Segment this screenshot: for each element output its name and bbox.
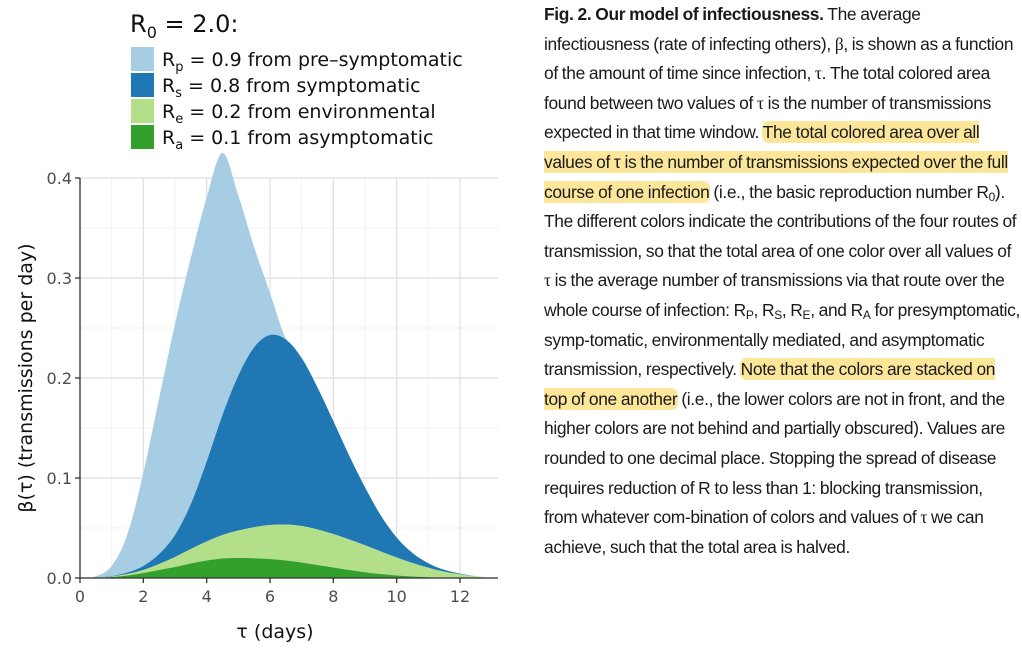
area-series	[80, 334, 492, 578]
caption-text: (i.e., the lower colors are not in front…	[544, 388, 1005, 528]
caption-text: we can achieve, such that the total area…	[544, 507, 984, 557]
y-tick-label: 0.1	[47, 469, 72, 488]
subscript: E	[802, 307, 811, 322]
y-tick-label: 0.0	[47, 569, 72, 588]
caption-text: The average infectiousness (rate of infe…	[544, 4, 921, 54]
caption-text: ). The different colors indicate the con…	[544, 181, 1017, 261]
x-tick-label: 6	[265, 587, 275, 606]
caption-text: , and R	[810, 299, 863, 320]
x-tick-label: 2	[138, 587, 148, 606]
legend-entry-label: Rs = 0.8 from symptomatic	[162, 75, 421, 101]
legend-swatch	[131, 47, 154, 71]
caption-text: , R	[753, 299, 775, 320]
caption-text: , R	[781, 299, 803, 320]
caption-text: . The total colored area found between t…	[544, 63, 991, 113]
caption-text: , is shown as a function of the amount o…	[544, 33, 1014, 84]
subscript: A	[862, 307, 871, 322]
figure-caption: Fig. 2. Our model of infectiousness. The…	[544, 0, 1020, 562]
chart-panel: R0 = 2.0: Rp = 0.9 from pre–symptomatic R…	[15, 10, 498, 643]
y-tick-label: 0.4	[47, 169, 72, 188]
caption-text: for presymptomatic, symp-tomatic, enviro…	[544, 299, 1020, 380]
legend-entry-label: Rp = 0.9 from pre–symptomatic	[162, 49, 463, 75]
legend-entry-label: Re = 0.2 from environmental	[162, 101, 436, 127]
area-series	[80, 557, 492, 578]
tau-symbol: τ	[756, 92, 764, 113]
caption-text: (i.e., the basic reproduction number R	[709, 181, 989, 202]
caption-text: is the number of transmissions expected …	[544, 92, 991, 143]
area-series	[80, 152, 492, 579]
subscript: S	[774, 307, 782, 322]
x-tick-label: 12	[450, 587, 470, 606]
legend-swatch	[131, 99, 154, 123]
x-tick-label: 10	[386, 587, 406, 606]
x-tick-label: 4	[202, 587, 212, 606]
beta-symbol: β	[834, 33, 844, 54]
r0-title: R0 = 2.0:	[130, 10, 239, 42]
x-axis-title: τ (days)	[236, 621, 313, 643]
y-axis-title: β(τ) (transmissions per day)	[15, 243, 37, 512]
legend-entry-label: Ra = 0.1 from asymptomatic	[162, 127, 433, 153]
subscript: P	[745, 307, 754, 322]
x-tick-label: 0	[75, 587, 85, 606]
legend-swatch	[131, 125, 154, 149]
area-series	[80, 524, 492, 578]
x-tick-label: 8	[328, 587, 338, 606]
tau-symbol: τ	[544, 270, 551, 291]
caption-text: is the average number of transmissions v…	[544, 270, 1005, 320]
tau-symbol: τ	[920, 507, 928, 528]
legend-swatch	[131, 73, 154, 97]
tau-symbol: τ	[814, 63, 822, 84]
legend: R0 = 2.0: Rp = 0.9 from pre–symptomaticR…	[130, 10, 463, 153]
y-tick-label: 0.2	[47, 369, 72, 388]
figure-label: Fig. 2. Our model of infectiousness.	[544, 4, 824, 24]
stacked-area-chart: R0 = 2.0: Rp = 0.9 from pre–symptomaticR…	[15, 10, 498, 643]
subscript: 0	[988, 189, 996, 204]
y-tick-label: 0.3	[47, 269, 72, 288]
